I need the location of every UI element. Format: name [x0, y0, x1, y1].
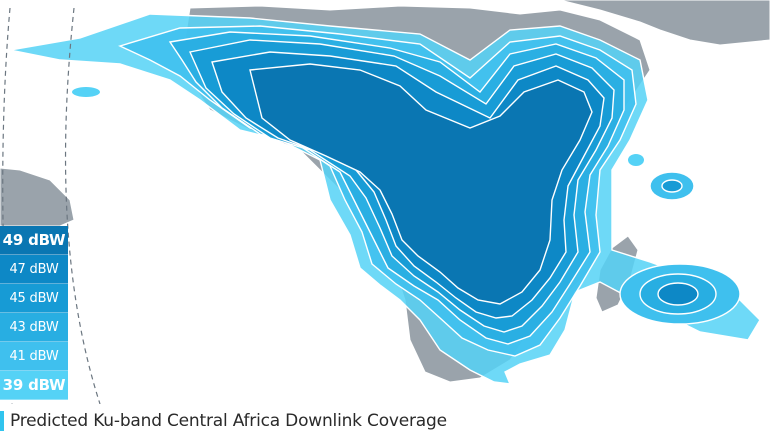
caption-accent-bar [0, 411, 4, 431]
map-caption: Predicted Ku-band Central Africa Downlin… [0, 407, 447, 435]
coverage-contours [9, 13, 761, 385]
legend-item-49: 49 dBW [0, 226, 68, 255]
contour-49 [249, 63, 593, 305]
contour-madagascar-inner [657, 282, 699, 306]
coverage-map [0, 0, 770, 404]
legend-item-41: 41 dBW [0, 342, 68, 371]
visibility-arc-left [2, 7, 13, 404]
contour-east-blob [628, 154, 644, 166]
contour-island-inner [661, 179, 683, 193]
legend-item-45: 45 dBW [0, 284, 68, 313]
legend-item-43: 43 dBW [0, 313, 68, 342]
contour-west-blob [72, 87, 100, 97]
south-america-landmass [0, 167, 75, 227]
legend-item-39: 39 dBW [0, 371, 68, 400]
legend-item-47: 47 dBW [0, 255, 68, 284]
power-legend: 49 dBW 47 dBW 45 dBW 43 dBW 41 dBW 39 dB… [0, 226, 68, 400]
arabia-landmass [559, 0, 770, 46]
caption-text: Predicted Ku-band Central Africa Downlin… [10, 411, 447, 431]
visibility-arcs [2, 7, 101, 404]
visibility-arc-right [64, 7, 101, 404]
